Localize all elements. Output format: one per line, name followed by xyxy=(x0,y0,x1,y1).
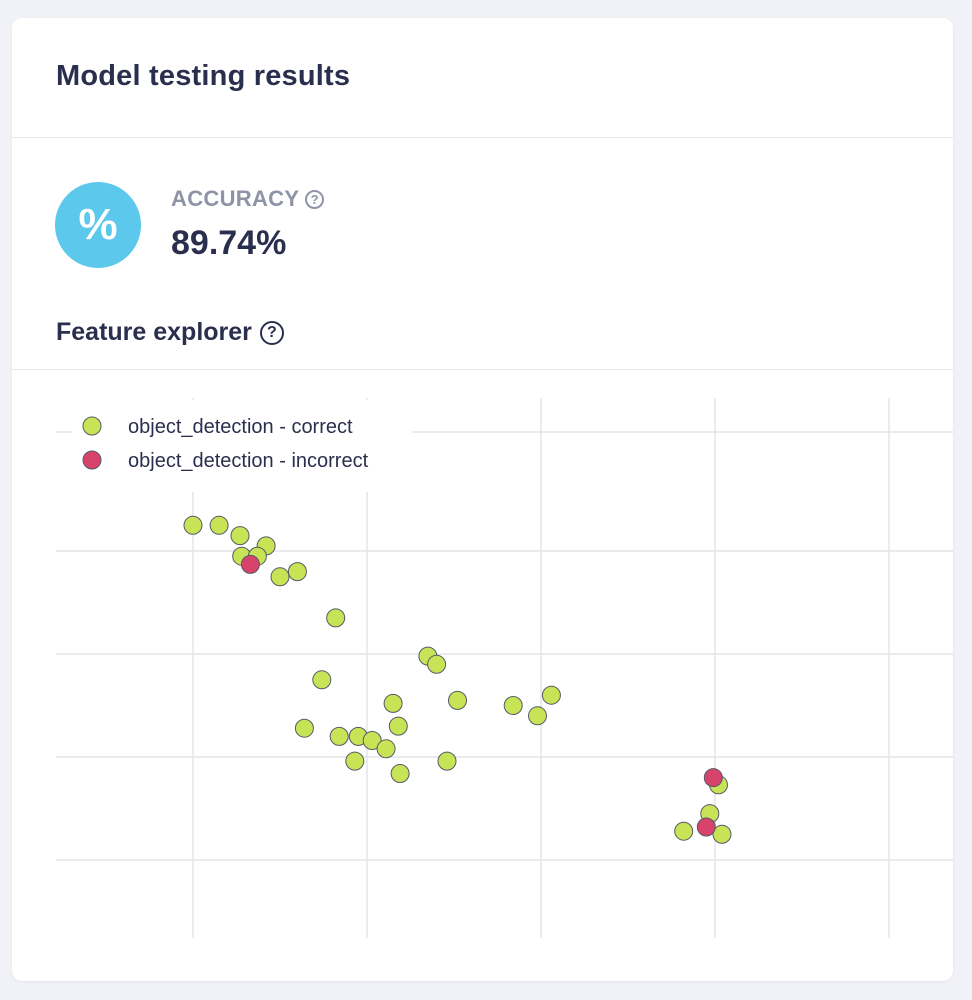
explorer-divider xyxy=(12,369,953,370)
point-correct-20[interactable] xyxy=(362,731,382,750)
accuracy-label-row: ACCURACY ? xyxy=(171,186,325,212)
feature-explorer-heading: Feature explorer ? xyxy=(56,318,284,347)
point-correct-29[interactable] xyxy=(712,824,732,844)
accuracy-help-icon[interactable]: ? xyxy=(305,189,325,209)
chart-legend: object_detection - correct object_detecti… xyxy=(82,416,369,472)
point-correct-15[interactable] xyxy=(528,706,547,726)
model-testing-card: Model testing results % ACCURACY ? 89.74… xyxy=(12,18,953,981)
point-correct-1[interactable] xyxy=(209,515,229,535)
point-correct-24[interactable] xyxy=(390,764,410,783)
point-correct-0[interactable] xyxy=(183,515,203,535)
point-correct-8[interactable] xyxy=(326,608,346,628)
point-correct-25[interactable] xyxy=(437,751,457,771)
point-correct-7[interactable] xyxy=(287,562,307,582)
point-correct-16[interactable] xyxy=(541,685,561,705)
point-correct-14[interactable] xyxy=(503,696,523,715)
chart-grid xyxy=(56,398,953,938)
point-correct-21[interactable] xyxy=(376,739,396,759)
chart-points xyxy=(183,515,732,844)
point-correct-18[interactable] xyxy=(329,726,349,746)
point-correct-9[interactable] xyxy=(312,670,332,690)
point-incorrect-0[interactable] xyxy=(240,554,260,574)
accuracy-value: 89.74% xyxy=(171,224,287,262)
feature-explorer-scatter-chart[interactable]: object_detection - correct object_detecti… xyxy=(12,370,953,981)
point-correct-6[interactable] xyxy=(270,567,290,587)
point-incorrect-2[interactable] xyxy=(696,817,716,837)
legend-label-0[interactable]: object_detection - correct xyxy=(128,416,353,438)
accuracy-label: ACCURACY xyxy=(171,186,300,211)
point-incorrect-1[interactable] xyxy=(703,768,723,788)
legend-background xyxy=(72,400,412,492)
legend-marker-0 xyxy=(82,416,102,436)
legend-marker-1 xyxy=(82,450,102,470)
point-correct-12[interactable] xyxy=(383,693,403,713)
header-divider xyxy=(12,137,953,138)
point-correct-13[interactable] xyxy=(448,690,467,710)
point-correct-28[interactable] xyxy=(674,821,694,841)
feature-explorer-title: Feature explorer xyxy=(56,318,252,346)
point-correct-2[interactable] xyxy=(230,526,250,546)
card-title: Model testing results xyxy=(56,60,351,92)
point-correct-11[interactable] xyxy=(427,654,447,674)
percent-icon: % xyxy=(55,182,141,268)
point-correct-22[interactable] xyxy=(388,716,408,736)
feature-explorer-help-icon[interactable]: ? xyxy=(259,320,284,345)
percent-glyph: % xyxy=(78,200,118,249)
point-correct-17[interactable] xyxy=(294,718,314,738)
legend-label-1[interactable]: object_detection - incorrect xyxy=(128,450,369,472)
point-correct-23[interactable] xyxy=(345,751,365,771)
